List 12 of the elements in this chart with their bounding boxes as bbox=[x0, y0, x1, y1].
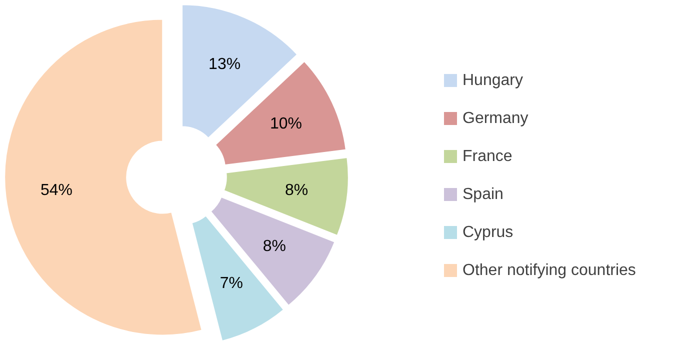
data-label: 7% bbox=[220, 274, 243, 292]
data-label: 13% bbox=[208, 56, 241, 73]
data-label: 8% bbox=[284, 182, 308, 200]
legend-label: France bbox=[462, 148, 512, 165]
legend-label: Spain bbox=[462, 186, 504, 203]
legend-label: Cyprus bbox=[462, 224, 514, 241]
legend-label: Germany bbox=[462, 110, 528, 127]
data-label: 54% bbox=[40, 182, 72, 200]
legend-label: Hungary bbox=[462, 72, 523, 89]
data-label: 10% bbox=[270, 115, 302, 132]
legend-label: Other notifying countries bbox=[462, 262, 636, 279]
data-label: 8% bbox=[262, 238, 286, 256]
